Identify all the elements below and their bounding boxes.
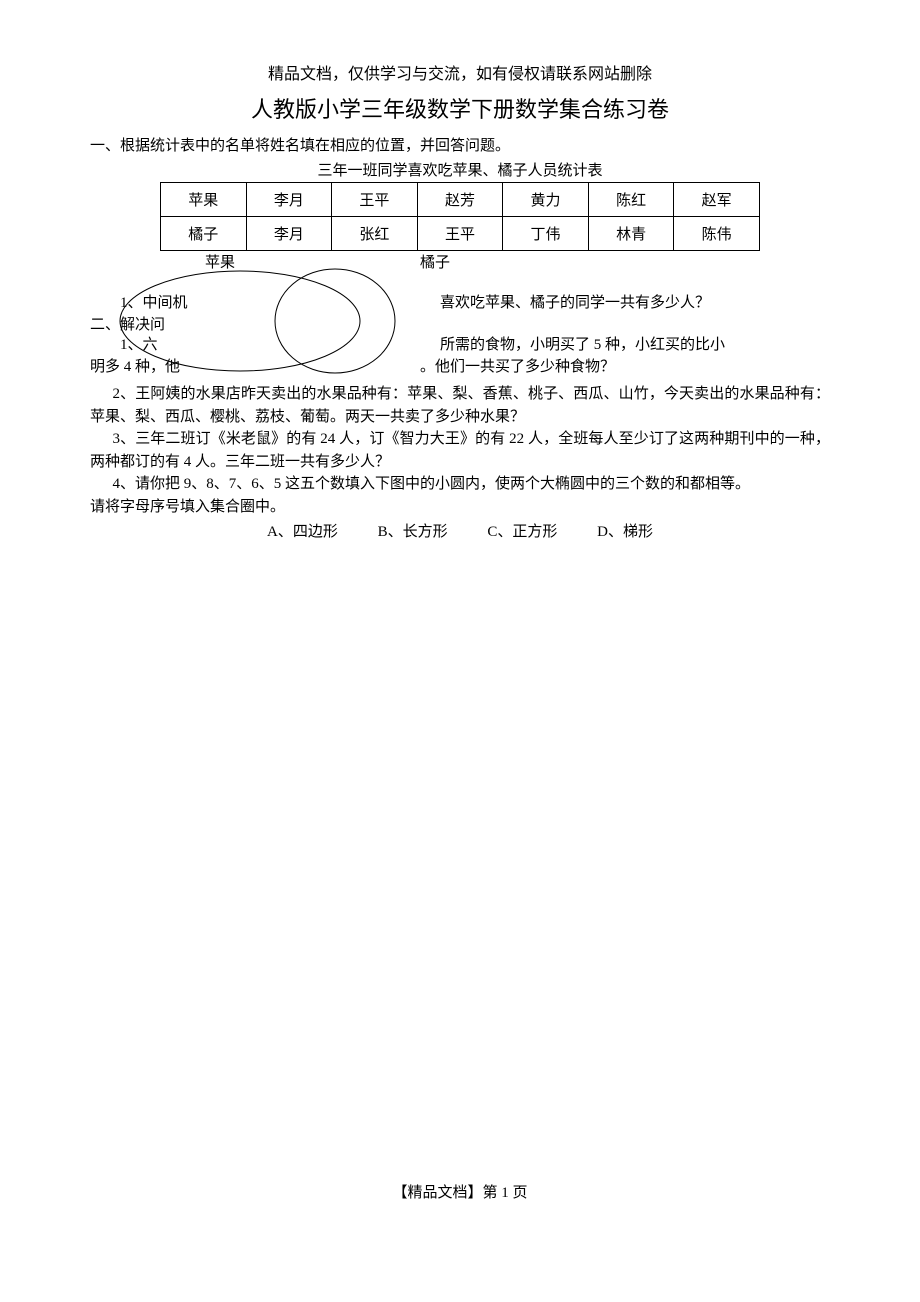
venn-ellipse-right	[275, 269, 395, 373]
table-cell: 苹果	[161, 183, 247, 217]
question-2-4: 4、请你把 9、8、7、6、5 这五个数填入下图中的小圆内，使两个大椭圆中的三个…	[90, 473, 830, 496]
table-row: 橘子 李月 张红 王平 丁伟 林青 陈伟	[161, 217, 760, 251]
question-2-3: 3、三年二班订《米老鼠》的有 24 人，订《智力大王》的有 22 人，全班每人至…	[90, 428, 830, 473]
question-2-5-intro: 请将字母序号填入集合圈中。	[90, 496, 830, 519]
main-title: 人教版小学三年级数学下册数学集合练习卷	[90, 92, 830, 124]
q2-1-line2-right: 。他们一共买了多少种食物？	[420, 355, 615, 376]
q2-1-text-left: 1、六	[120, 333, 158, 354]
table-row: 苹果 李月 王平 赵芳 黄力 陈红 赵军	[161, 183, 760, 217]
table-cell: 橘子	[161, 217, 247, 251]
option-b: B、长方形	[378, 520, 448, 541]
table-cell: 李月	[246, 217, 332, 251]
option-d: D、梯形	[597, 520, 653, 541]
page-footer: 【精品文档】第 1 页	[0, 1181, 920, 1202]
header-notice: 精品文档，仅供学习与交流，如有侵权请联系网站删除	[90, 60, 830, 84]
table-title: 三年一班同学喜欢吃苹果、橘子人员统计表	[90, 159, 830, 180]
option-a: A、四边形	[267, 520, 338, 541]
q1-text-right: 喜欢吃苹果、橘子的同学一共有多少人？	[440, 291, 710, 312]
table-cell: 黄力	[503, 183, 589, 217]
preference-table: 苹果 李月 王平 赵芳 黄力 陈红 赵军 橘子 李月 张红 王平 丁伟 林青 陈…	[160, 182, 760, 251]
table-cell: 赵军	[674, 183, 760, 217]
table-cell: 张红	[332, 217, 418, 251]
section1-heading: 一、根据统计表中的名单将姓名填在相应的位置，并回答问题。	[90, 134, 830, 155]
table-cell: 王平	[332, 183, 418, 217]
q2-1-line2-left: 明多 4 种，他	[90, 355, 180, 376]
table-cell: 王平	[417, 217, 503, 251]
table-cell: 陈伟	[674, 217, 760, 251]
q1-text-left: 1、中间机	[120, 291, 188, 312]
table-cell: 林青	[588, 217, 674, 251]
venn-diagram-container: 1、中间机 喜欢吃苹果、橘子的同学一共有多少人？ 二、解决问 1、六 所需的食物…	[90, 271, 830, 381]
table-cell: 丁伟	[503, 217, 589, 251]
question-2-2: 2、王阿姨的水果店昨天卖出的水果品种有：苹果、梨、香蕉、桃子、西瓜、山竹，今天卖…	[90, 383, 830, 428]
table-cell: 陈红	[588, 183, 674, 217]
table-cell: 赵芳	[417, 183, 503, 217]
option-c: C、正方形	[487, 520, 557, 541]
section2-heading: 二、解决问	[90, 313, 165, 334]
options-line: A、四边形 B、长方形 C、正方形 D、梯形	[90, 520, 830, 541]
q2-1-text-right: 所需的食物，小明买了 5 种，小红买的比小	[440, 333, 725, 354]
table-cell: 李月	[246, 183, 332, 217]
